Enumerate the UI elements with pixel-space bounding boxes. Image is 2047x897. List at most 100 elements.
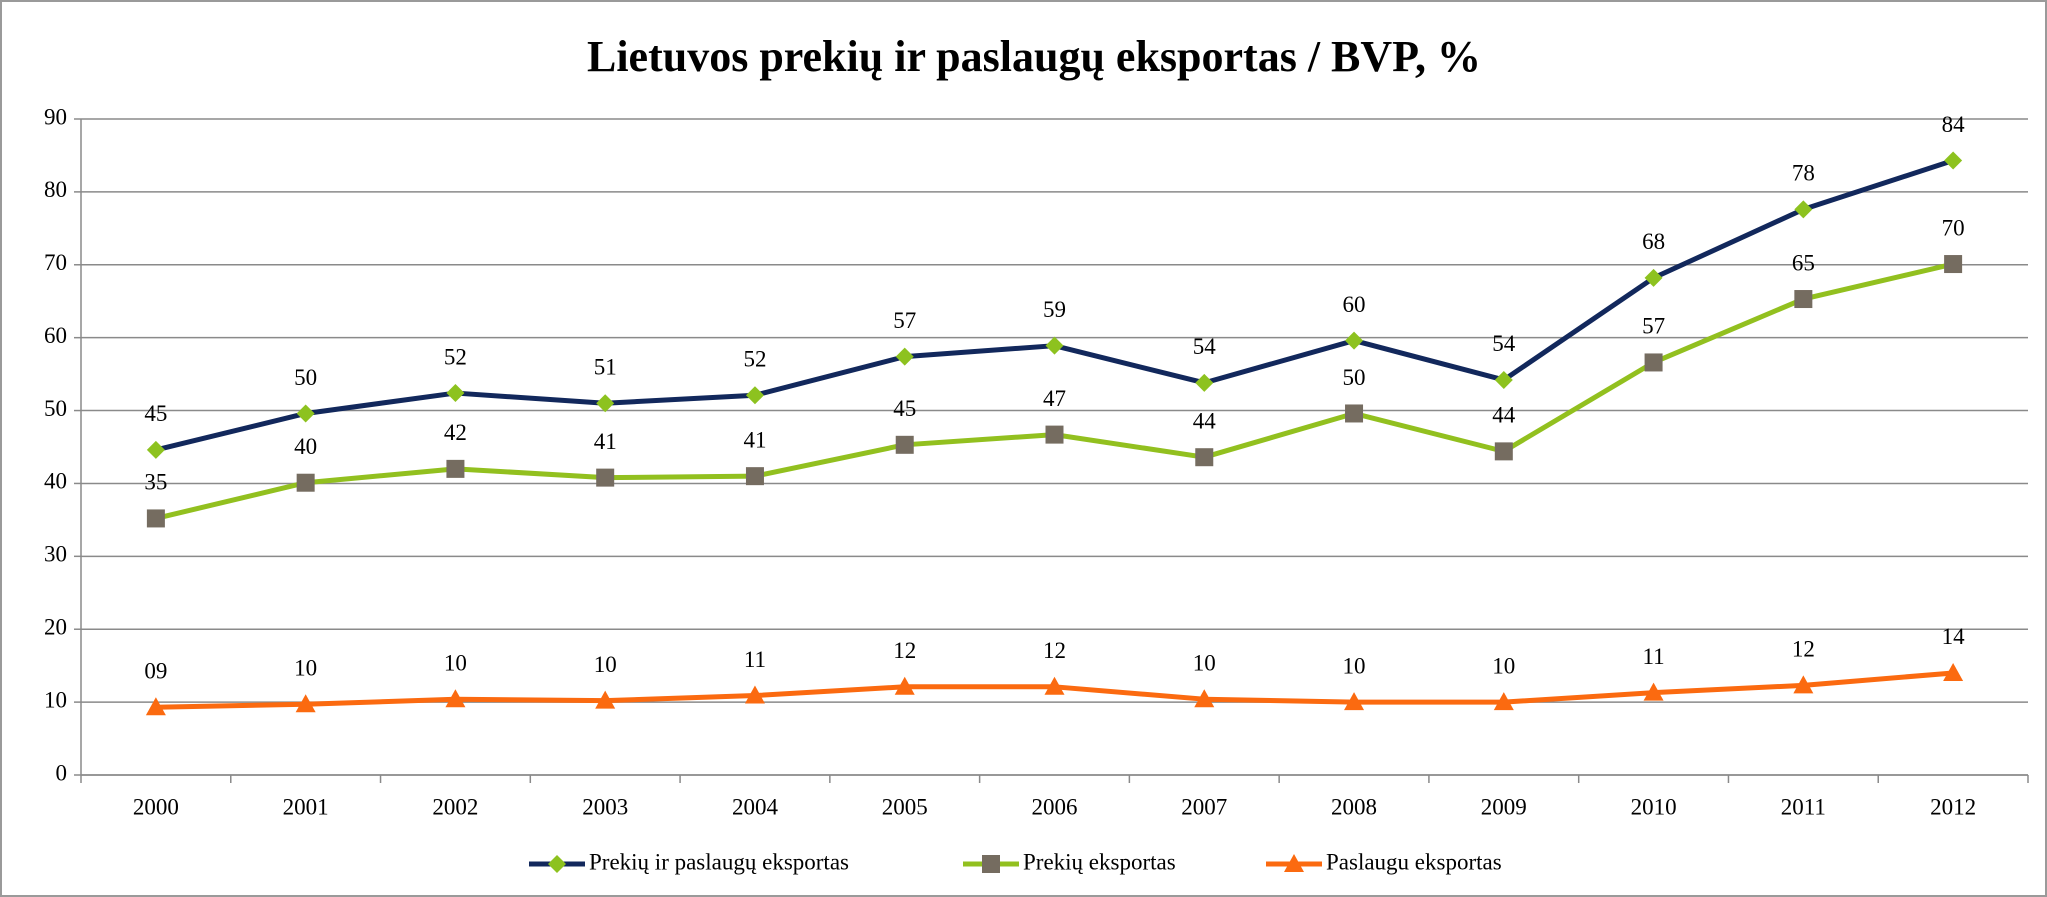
y-tick-label: 40 bbox=[44, 469, 67, 494]
data-point bbox=[1794, 200, 1813, 219]
data-label: 51 bbox=[594, 355, 617, 380]
data-point bbox=[446, 459, 465, 478]
data-point bbox=[1944, 255, 1963, 274]
data-point bbox=[745, 386, 764, 405]
data-point bbox=[1195, 373, 1214, 392]
y-tick-label: 0 bbox=[56, 760, 68, 785]
legend-label: Prekių ir paslaugų eksportas bbox=[589, 849, 849, 874]
data-point bbox=[1344, 692, 1365, 711]
data-label: 44 bbox=[1492, 403, 1516, 428]
data-point bbox=[1194, 689, 1215, 708]
x-tick-label: 2000 bbox=[133, 794, 179, 819]
data-point bbox=[595, 690, 616, 709]
y-tick-label: 70 bbox=[44, 250, 67, 275]
data-label: 47 bbox=[1043, 386, 1066, 411]
y-tick-label: 10 bbox=[44, 687, 67, 712]
y-tick-label: 30 bbox=[44, 542, 67, 567]
data-label: 10 bbox=[1343, 653, 1366, 678]
data-point bbox=[145, 697, 166, 716]
data-point bbox=[596, 468, 615, 487]
data-point bbox=[446, 384, 465, 403]
x-tick-label: 2010 bbox=[1631, 794, 1677, 819]
data-point bbox=[895, 435, 914, 454]
data-point bbox=[744, 685, 765, 704]
legend-marker bbox=[982, 855, 1000, 873]
data-label: 11 bbox=[744, 647, 766, 672]
data-point bbox=[1793, 675, 1814, 694]
data-point bbox=[1044, 676, 1065, 695]
data-point bbox=[445, 689, 466, 708]
data-label: 78 bbox=[1792, 161, 1815, 186]
data-point bbox=[146, 440, 165, 459]
y-tick-label: 20 bbox=[44, 615, 67, 640]
data-label: 10 bbox=[594, 652, 617, 677]
x-tick-label: 2006 bbox=[1032, 794, 1078, 819]
data-label: 35 bbox=[144, 470, 167, 495]
data-label: 65 bbox=[1792, 250, 1815, 275]
data-label: 84 bbox=[1942, 112, 1966, 137]
x-tick-label: 2007 bbox=[1181, 794, 1227, 819]
data-point bbox=[745, 467, 764, 486]
data-label: 42 bbox=[444, 420, 467, 445]
data-point bbox=[1493, 692, 1514, 711]
data-label: 14 bbox=[1942, 624, 1966, 649]
x-tick-label: 2003 bbox=[582, 794, 628, 819]
data-point bbox=[1644, 268, 1663, 287]
data-point bbox=[1944, 151, 1963, 170]
x-tick-label: 2009 bbox=[1481, 794, 1527, 819]
data-point bbox=[295, 694, 316, 713]
data-label: 10 bbox=[294, 656, 317, 681]
legend-label: Prekių eksportas bbox=[1023, 849, 1176, 874]
data-point bbox=[1345, 404, 1364, 423]
data-label: 50 bbox=[1343, 365, 1366, 390]
data-label: 40 bbox=[294, 434, 317, 459]
data-point bbox=[1494, 442, 1513, 461]
data-point bbox=[296, 404, 315, 423]
data-point bbox=[596, 394, 615, 413]
x-tick-label: 2002 bbox=[432, 794, 478, 819]
data-point bbox=[1494, 370, 1513, 389]
data-point bbox=[1345, 331, 1364, 350]
data-label: 57 bbox=[1642, 314, 1665, 339]
data-label: 41 bbox=[743, 427, 766, 452]
data-label: 12 bbox=[893, 638, 916, 663]
x-tick-label: 2011 bbox=[1781, 794, 1826, 819]
legend-marker bbox=[1284, 854, 1304, 872]
data-point bbox=[1045, 425, 1064, 444]
legend-marker bbox=[548, 855, 566, 873]
x-tick-label: 2012 bbox=[1930, 794, 1976, 819]
data-label: 45 bbox=[144, 401, 167, 426]
data-point bbox=[296, 473, 315, 492]
y-tick-label: 80 bbox=[44, 177, 67, 202]
data-label: 10 bbox=[1193, 650, 1216, 675]
y-tick-label: 50 bbox=[44, 396, 67, 421]
y-tick-label: 60 bbox=[44, 323, 67, 348]
legend-label: Paslaugu eksportas bbox=[1326, 849, 1502, 874]
data-label: 68 bbox=[1642, 229, 1665, 254]
x-tick-label: 2008 bbox=[1331, 794, 1377, 819]
data-label: 12 bbox=[1792, 637, 1815, 662]
data-label: 09 bbox=[144, 658, 167, 683]
data-label: 57 bbox=[893, 308, 916, 333]
chart-title: Lietuvos prekių ir paslaugų eksportas / … bbox=[587, 32, 1481, 81]
data-label: 54 bbox=[1492, 331, 1516, 356]
data-point bbox=[1643, 682, 1664, 701]
data-label: 52 bbox=[743, 347, 766, 372]
data-label: 10 bbox=[444, 650, 467, 675]
x-tick-label: 2001 bbox=[283, 794, 329, 819]
data-point bbox=[1045, 336, 1064, 355]
x-tick-label: 2004 bbox=[732, 794, 779, 819]
data-label: 70 bbox=[1942, 215, 1965, 240]
data-label: 44 bbox=[1193, 408, 1217, 433]
data-point bbox=[1943, 662, 1964, 681]
data-label: 45 bbox=[893, 396, 916, 421]
data-label: 50 bbox=[294, 365, 317, 390]
data-label: 59 bbox=[1043, 297, 1066, 322]
y-tick-label: 90 bbox=[44, 104, 67, 129]
data-point bbox=[1794, 290, 1813, 309]
data-point bbox=[894, 676, 915, 695]
data-label: 12 bbox=[1043, 638, 1066, 663]
data-label: 10 bbox=[1492, 653, 1515, 678]
